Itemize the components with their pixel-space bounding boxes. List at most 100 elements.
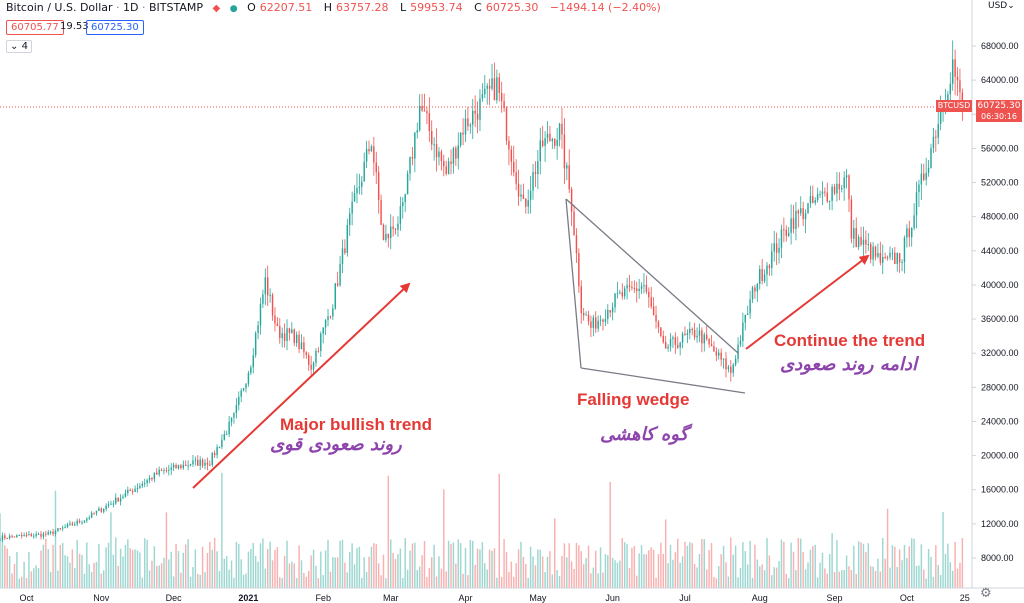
wedge-lower-line xyxy=(580,367,746,394)
volume-bar xyxy=(303,572,305,588)
candle-body xyxy=(216,447,218,456)
volume-bar xyxy=(551,574,554,588)
candle-body xyxy=(129,489,131,491)
candle-body xyxy=(397,223,399,230)
volume-bar xyxy=(732,554,734,588)
volume-bar xyxy=(242,574,245,588)
candle-body xyxy=(228,421,230,435)
candle-body xyxy=(493,78,496,101)
volume-bar xyxy=(580,551,582,588)
candle-body xyxy=(189,464,192,466)
volume-bar xyxy=(486,569,488,588)
x-tick-label: Jun xyxy=(605,593,620,603)
settings-icon[interactable]: ⚙ xyxy=(980,586,992,601)
candle-body xyxy=(170,467,172,470)
candle-body xyxy=(20,535,23,537)
volume-bar xyxy=(37,568,40,588)
x-tick-label: Nov xyxy=(93,593,110,603)
candle-body xyxy=(872,246,874,260)
candle-body xyxy=(652,306,655,315)
ask-price-pill[interactable]: 60725.30 xyxy=(86,20,144,35)
volume-bar xyxy=(368,556,370,588)
volume-bar xyxy=(590,573,592,588)
candle-body xyxy=(291,329,293,333)
volume-bar xyxy=(715,578,718,588)
candle-body xyxy=(701,330,703,344)
candle-body xyxy=(674,337,677,345)
y-tick-label: 44000.00 xyxy=(981,246,1019,256)
volume-bar xyxy=(365,572,368,588)
volume-bar xyxy=(4,545,6,588)
volume-bar xyxy=(783,541,785,588)
volume-bar xyxy=(42,544,45,588)
candle-body xyxy=(498,77,500,93)
candle-body xyxy=(623,288,626,297)
candle-body xyxy=(672,337,674,339)
candle-body xyxy=(751,287,754,300)
volume-bar xyxy=(404,538,406,588)
candle-body xyxy=(102,508,105,512)
volume-bar xyxy=(245,573,247,588)
candle-body xyxy=(826,192,829,202)
volume-bar xyxy=(860,542,862,588)
candle-body xyxy=(580,286,582,314)
candle-body xyxy=(703,334,706,344)
volume-bar xyxy=(476,548,479,588)
volume-bar xyxy=(315,565,317,588)
volume-bar xyxy=(199,574,201,588)
volume-bar xyxy=(160,563,163,588)
volume-bar xyxy=(397,554,399,588)
candle-body xyxy=(201,459,204,466)
candle-body xyxy=(730,366,732,373)
volume-bar xyxy=(785,573,788,588)
volume-bar xyxy=(534,565,537,588)
volume-bar xyxy=(529,546,532,588)
candle-body xyxy=(561,123,563,135)
volume-bar xyxy=(474,564,476,588)
candle-body xyxy=(192,460,194,465)
volume-bar xyxy=(428,568,431,588)
candle-body xyxy=(853,228,855,239)
candle-body xyxy=(901,262,903,264)
candle-body xyxy=(370,146,373,152)
indicators-count: 4 xyxy=(21,41,28,52)
candle-body xyxy=(322,327,324,334)
candle-body xyxy=(599,319,602,321)
symbol-name[interactable]: Bitcoin / U.S. Dollar xyxy=(6,1,113,14)
volume-bar xyxy=(541,556,544,588)
candle-body xyxy=(616,293,619,295)
volume-bar xyxy=(488,549,491,588)
volume-bar xyxy=(652,549,655,588)
indicators-toggle[interactable]: ⌄ 4 xyxy=(6,40,32,53)
candle-body xyxy=(450,161,452,164)
volume-bar xyxy=(143,538,146,588)
candle-body xyxy=(831,186,833,201)
x-tick-label: Feb xyxy=(315,593,331,603)
volume-bar xyxy=(908,546,911,588)
interval-label[interactable]: 1D xyxy=(123,1,139,14)
bid-price-pill[interactable]: 60705.77 xyxy=(6,20,64,35)
candle-body xyxy=(812,196,814,203)
candle-body xyxy=(802,208,804,220)
candle-body xyxy=(556,139,558,146)
candle-body xyxy=(411,157,414,159)
candle-body xyxy=(211,452,213,466)
volume-bar xyxy=(925,578,927,588)
candle-body xyxy=(749,299,751,314)
candle-body xyxy=(534,172,537,175)
volume-bar xyxy=(780,539,783,588)
candle-body xyxy=(288,328,291,333)
price-axis[interactable] xyxy=(972,0,1024,603)
candle-body xyxy=(937,123,939,138)
candle-body xyxy=(578,253,580,287)
volume-bar xyxy=(66,556,69,588)
volume-bar xyxy=(759,566,761,588)
volume-bar xyxy=(739,567,742,588)
candle-body xyxy=(346,224,349,253)
candle-body xyxy=(742,322,744,342)
currency-selector[interactable]: USD⌄ xyxy=(988,1,1015,11)
candle-body xyxy=(648,291,650,298)
candle-body xyxy=(500,92,503,102)
candle-body xyxy=(447,161,450,174)
